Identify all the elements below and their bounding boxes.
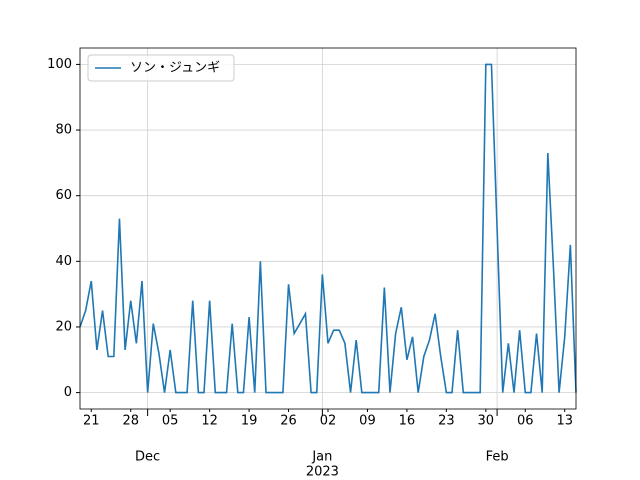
x-tick-label: 23 <box>438 414 455 429</box>
line <box>79 63 577 394</box>
y-tick-label: 20 <box>55 319 72 334</box>
x-tick-label: 12 <box>201 414 218 429</box>
plot-frame <box>79 47 577 410</box>
x-month-label: Feb <box>486 450 509 465</box>
x-month-label: Dec <box>135 450 160 465</box>
legend-box <box>87 54 235 82</box>
x-tick-label: 13 <box>556 414 573 429</box>
y-tick-label: 60 <box>55 188 72 203</box>
x-tick-label: 19 <box>241 414 258 429</box>
y-tick-label: 0 <box>64 385 72 400</box>
x-tick-label: 16 <box>399 414 416 429</box>
x-tick-label: 21 <box>83 414 100 429</box>
x-year-label: 2023 <box>306 465 339 480</box>
x-tick-label: 06 <box>517 414 534 429</box>
y-tick-label: 100 <box>47 57 72 72</box>
legend-label: ソン・ジュンギ <box>130 61 220 76</box>
y-tick-label: 40 <box>55 254 72 269</box>
x-tick-label: 02 <box>320 414 337 429</box>
x-tick-label: 30 <box>478 414 495 429</box>
x-tick-label: 05 <box>162 414 179 429</box>
x-tick-label: 09 <box>359 414 376 429</box>
x-tick-label: 26 <box>280 414 297 429</box>
x-tick-label: 28 <box>122 414 139 429</box>
y-tick-label: 80 <box>55 123 72 138</box>
x-month-label: Jan <box>311 450 332 465</box>
